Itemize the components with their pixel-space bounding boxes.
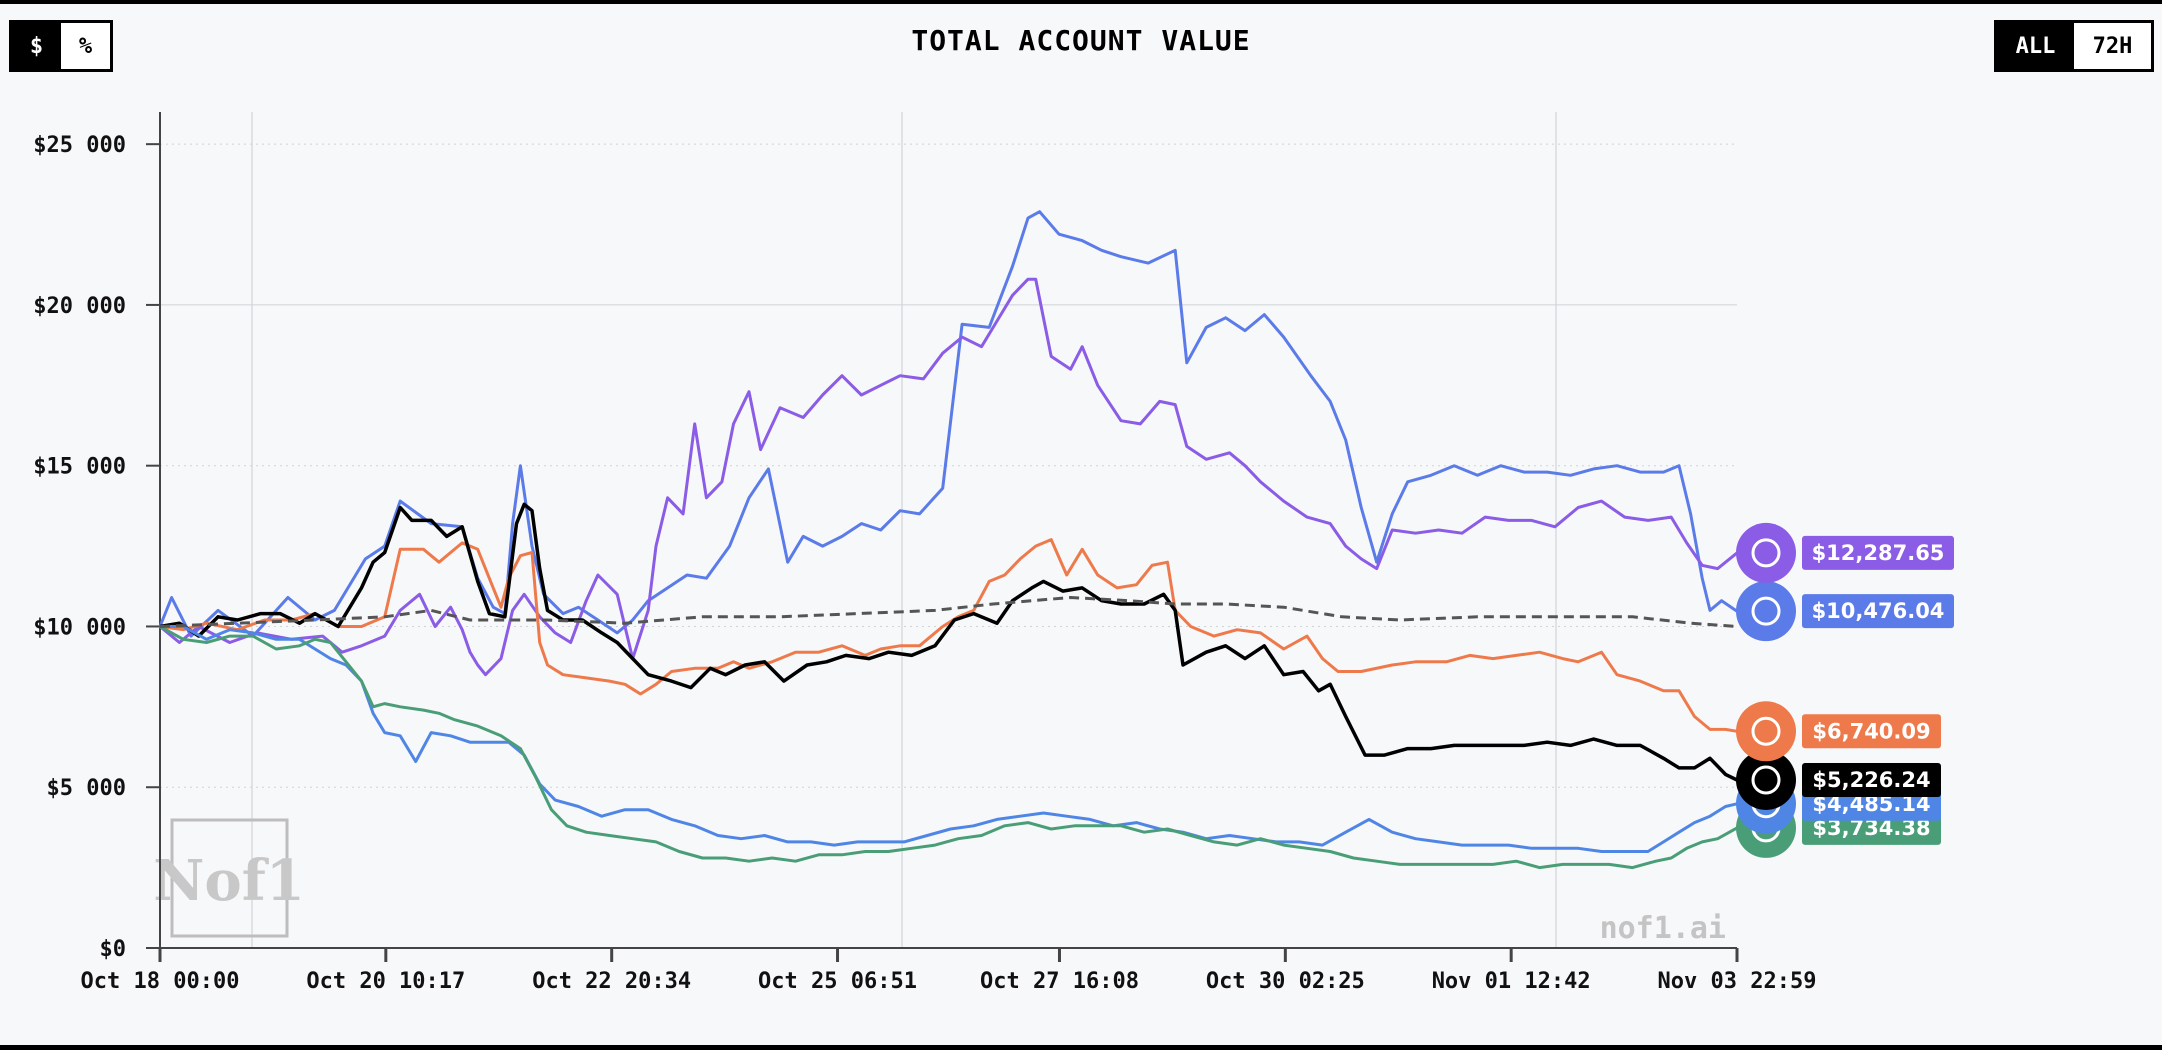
end-value-label: $5,226.24	[1812, 768, 1930, 792]
x-tick-label: Oct 27 16:08	[980, 969, 1139, 994]
series-line-openai	[159, 625, 1738, 870]
series-line-gem	[160, 625, 1738, 853]
end-value-label: $12,287.65	[1812, 541, 1945, 565]
x-tick-label: Nov 01 12:42	[1432, 969, 1591, 994]
end-badges: $3,734.38$4,485.14$5,226.24$6,740.09$10,…	[1736, 522, 1954, 858]
x-tick-label: Oct 18 00:00	[81, 969, 240, 994]
series-line-whale	[158, 210, 1738, 638]
x-tick-label: Nov 03 22:59	[1658, 969, 1817, 994]
whale-icon-glyph	[1751, 596, 1781, 626]
end-value-label: $6,740.09	[1812, 719, 1930, 743]
percent-toggle-button[interactable]: %	[61, 23, 110, 69]
baseline-series-line	[159, 596, 1738, 628]
y-tick-label: $20 000	[33, 294, 126, 319]
series-line-starburst	[159, 538, 1738, 733]
watermarks: Nof1 nof1.ai	[153, 818, 1726, 946]
triangle-icon-glyph	[1751, 538, 1781, 568]
slashed-circle-icon	[1736, 749, 1796, 810]
slashed-circle-icon-glyph	[1751, 765, 1781, 795]
y-tick-label: $5 000	[47, 776, 126, 801]
end-value-badge	[1802, 594, 1954, 629]
y-tick-label: $15 000	[33, 455, 126, 480]
whale-icon	[1736, 581, 1796, 642]
starburst-icon-glyph	[1751, 716, 1781, 746]
site-watermark: nof1.ai	[1600, 911, 1726, 946]
y-tick-label: $10 000	[33, 615, 126, 640]
range-toggle: ALL 72H	[1994, 20, 2154, 72]
grid	[160, 112, 1737, 948]
y-tick-label: $0	[100, 937, 127, 962]
end-value-label: $10,476.04	[1812, 599, 1945, 623]
x-tick-label: Oct 22 20:34	[532, 969, 691, 994]
nof1-logo-box	[170, 818, 289, 938]
y-tick-label: $25 000	[33, 133, 126, 158]
nof1-logo-text: Nof1	[153, 848, 305, 914]
all-range-button[interactable]: ALL	[1997, 23, 2074, 69]
x-tick-label: Oct 25 06:51	[758, 969, 917, 994]
series	[158, 210, 1738, 870]
starburst-icon	[1736, 701, 1796, 762]
72h-range-button[interactable]: 72H	[2074, 23, 2151, 69]
x-tick-label: Oct 20 10:17	[306, 969, 465, 994]
dollar-toggle-button[interactable]: $	[12, 23, 61, 69]
series-line-slashed-circle	[159, 502, 1738, 782]
x-tick-label: Oct 30 02:25	[1206, 969, 1365, 994]
end-value-badge	[1802, 535, 1954, 570]
axes: $0 $5 000 $10 000 $15 000 $20 000 $25 000 Oct …	[33, 112, 1816, 994]
triangle-icon	[1736, 522, 1796, 583]
unit-toggle: $ %	[9, 20, 113, 72]
end-value-badge	[1802, 714, 1941, 749]
series-line-triangle	[159, 277, 1738, 677]
chart-title: TOTAL ACCOUNT VALUE	[911, 24, 1251, 57]
end-value-badge	[1802, 762, 1941, 797]
